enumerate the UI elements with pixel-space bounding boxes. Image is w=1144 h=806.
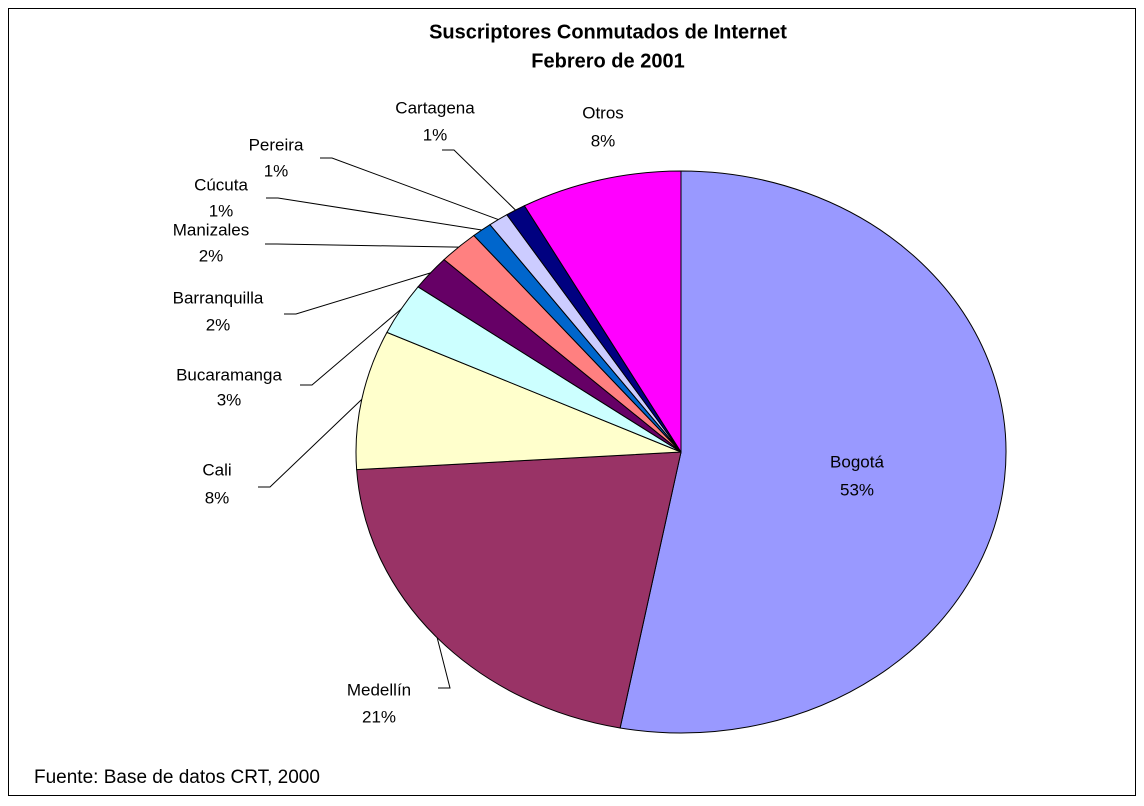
chart-subtitle: Febrero de 2001 [531,50,684,72]
source-note: Fuente: Base de datos CRT, 2000 [34,767,320,788]
pie-slice [619,170,1007,734]
slice-value-label: 1% [264,161,289,180]
leader-line [266,197,482,231]
slice-label: Barranquilla [173,288,264,307]
chart-title: Suscriptores Conmutados de Internet [429,21,787,43]
pie-slice [523,170,682,454]
slice-value-label: 3% [217,390,242,409]
slice-label: Bucaramanga [176,365,282,384]
slice-label: Cartagena [395,98,475,117]
slice-label: Pereira [249,135,304,154]
leader-line [258,398,363,488]
slice-label: Medellín [347,680,411,699]
slice-label: Cali [202,460,231,479]
pie-slice [356,451,682,729]
leader-line [436,637,451,689]
slice-value-label: 2% [199,246,224,265]
leader-line [320,157,499,221]
slice-value-label: 1% [209,201,234,220]
slice-value-label: 1% [423,125,448,144]
pie-slice [355,331,682,471]
slice-value-label: 21% [362,707,396,726]
slice-label: Manizales [173,220,250,239]
leader-line [284,272,431,315]
slice-label: Otros [582,103,624,122]
slice-value-label: 2% [206,315,231,334]
slice-value-label: 8% [205,488,230,507]
slice-value-label: 8% [591,131,616,150]
slice-label: Cúcuta [194,175,248,194]
leader-line [300,308,402,386]
slice-value-label: 53% [840,480,874,499]
slice-label: Bogotá [830,452,884,471]
leader-line [265,243,459,248]
leader-line [442,149,516,211]
